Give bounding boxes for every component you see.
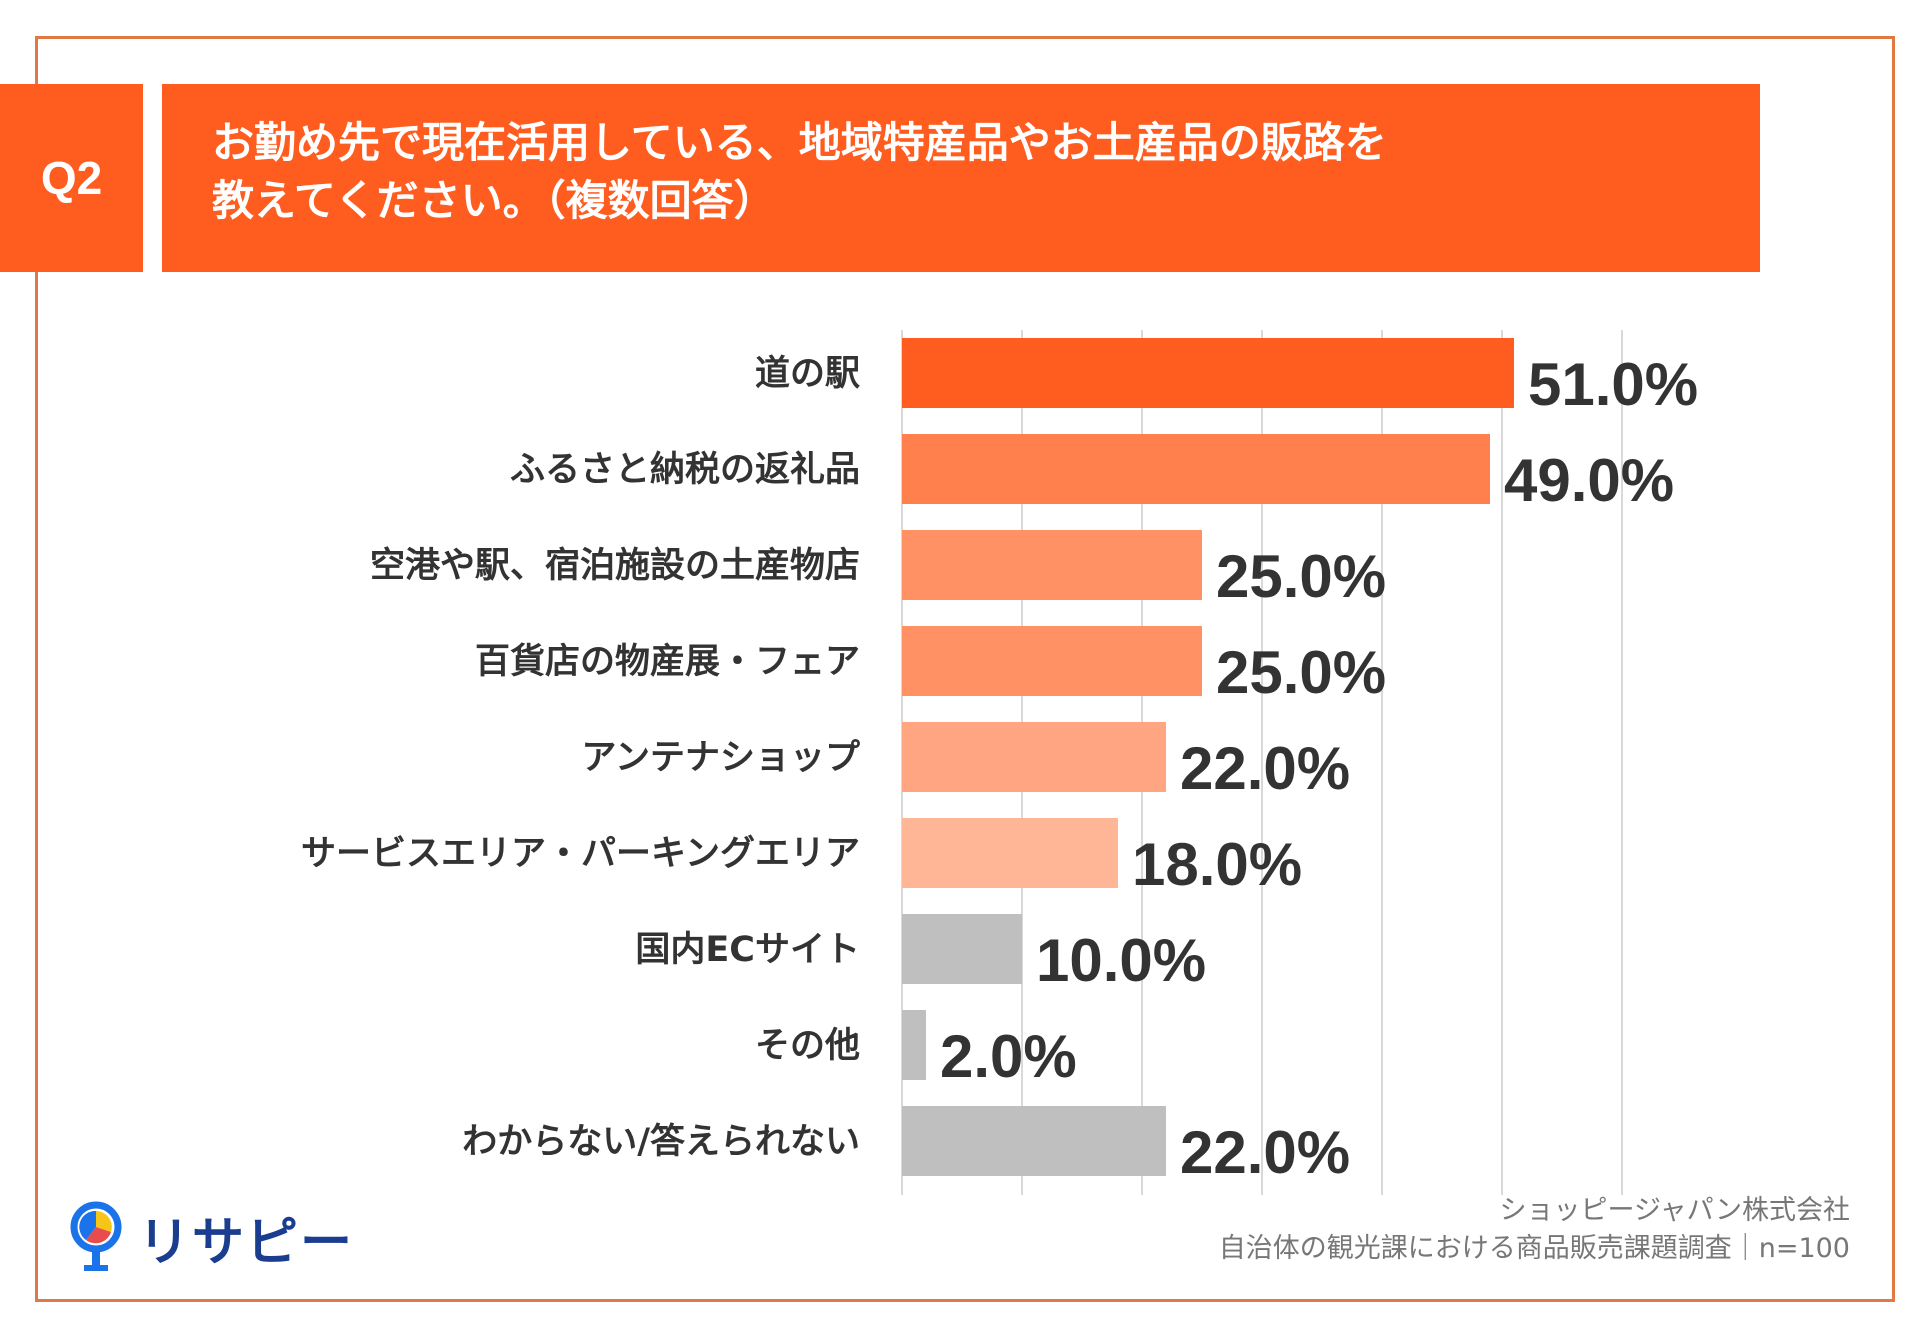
category-label: 百貨店の物産展・フェア — [475, 642, 860, 682]
category-label: ふるさと納税の返礼品 — [510, 450, 860, 490]
value-label: 2.0% — [940, 1023, 1077, 1090]
bar — [902, 914, 1022, 984]
value-label: 10.0% — [1036, 927, 1206, 994]
bar — [902, 1010, 926, 1080]
question-title: お勤め先で現在活用している、地域特産品やお土産品の販路を 教えてください。（複数… — [162, 84, 1760, 272]
source-company: ショッピージャパン株式会社 — [1499, 1195, 1850, 1226]
logo-text: リサピー — [138, 1213, 355, 1273]
bar — [902, 338, 1514, 408]
value-label: 25.0% — [1216, 543, 1386, 610]
bar — [902, 722, 1166, 792]
value-label: 22.0% — [1180, 1119, 1350, 1186]
category-label: アンテナショップ — [581, 738, 860, 778]
question-number: Q2 — [40, 152, 103, 204]
source-survey: 自治体の観光課における商品販売課題調査｜n=100 — [1218, 1233, 1850, 1264]
category-label: わからない/答えられない — [462, 1122, 860, 1162]
bar — [902, 434, 1490, 504]
question-title-line-2: 教えてください。（複数回答） — [212, 176, 776, 225]
risapi-logo: リサピー — [68, 1200, 354, 1275]
category-label: 道の駅 — [755, 354, 860, 394]
question-badge: Q2 — [0, 84, 143, 272]
bar — [902, 818, 1118, 888]
value-label: 49.0% — [1504, 447, 1674, 514]
value-label: 22.0% — [1180, 735, 1350, 802]
category-label: 空港や駅、宿泊施設の土産物店 — [370, 546, 860, 586]
category-label: サービスエリア・パーキングエリア — [301, 834, 860, 874]
category-label: その他 — [755, 1026, 860, 1066]
bar — [902, 626, 1202, 696]
value-label: 51.0% — [1528, 351, 1698, 418]
chart-frame — [35, 36, 1895, 1302]
category-label: 国内ECサイト — [635, 930, 860, 970]
bar — [902, 530, 1202, 600]
bar — [902, 1106, 1166, 1176]
value-label: 25.0% — [1216, 639, 1386, 706]
logo-pin-icon — [70, 1201, 122, 1271]
source-note: ショッピージャパン株式会社 自治体の観光課における商品販売課題調査｜n=100 — [1219, 1192, 1850, 1268]
value-label: 18.0% — [1132, 831, 1302, 898]
question-title-line-1: お勤め先で現在活用している、地域特産品やお土産品の販路を — [212, 118, 1387, 167]
bar-chart: 道の駅 51.0% ふるさと納税の返礼品 49.0% 空港や駅、宿泊施設の土産物店 25.… — [301, 330, 1698, 1195]
